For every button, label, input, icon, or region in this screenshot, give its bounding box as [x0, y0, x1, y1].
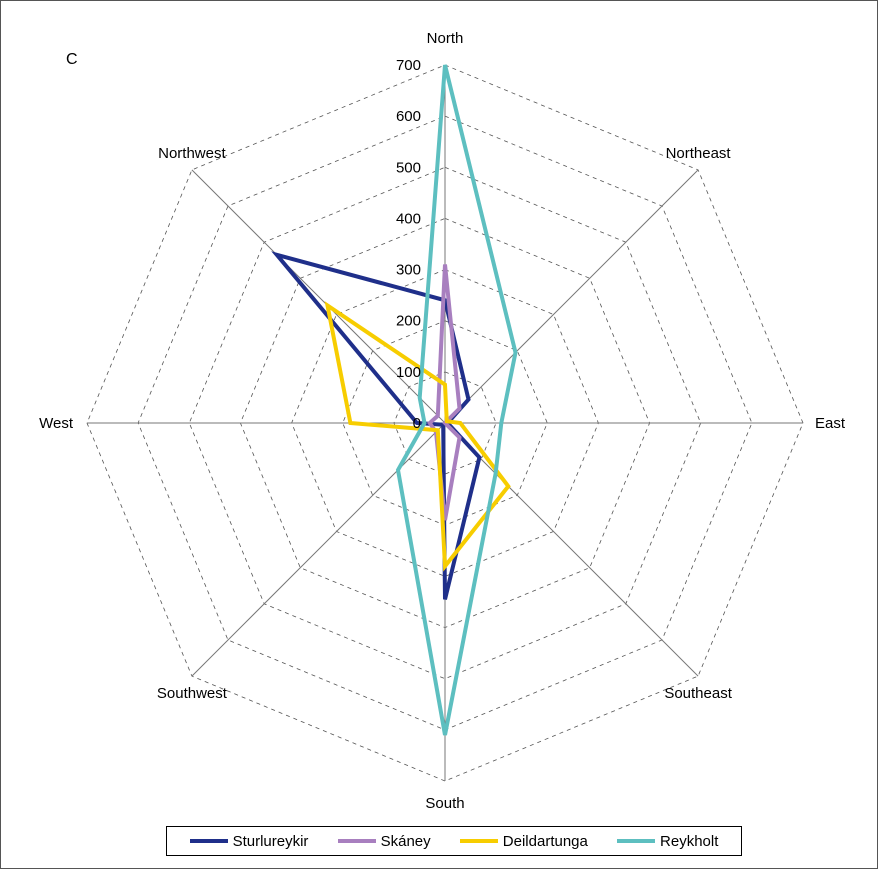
legend-swatch	[459, 839, 498, 843]
series-line	[271, 251, 482, 600]
direction-label: East	[815, 415, 846, 432]
series-line	[395, 64, 518, 736]
tick-label: 300	[396, 262, 421, 279]
axis-spoke	[444, 169, 699, 424]
legend-swatch	[337, 839, 376, 843]
legend: Sturlureykir Skáney Deildartunga Reykholt	[166, 826, 742, 856]
grid-ring	[86, 64, 804, 782]
direction-label: Southwest	[157, 685, 228, 702]
series	[271, 64, 518, 736]
legend-item: Sturlureykir	[189, 832, 309, 850]
direction-label: West	[39, 415, 74, 432]
legend-item: Reykholt	[617, 833, 718, 850]
series-line	[324, 301, 511, 572]
tick-label: 200	[396, 313, 421, 330]
legend-swatch	[189, 839, 228, 843]
legend-label: Deildartunga	[502, 832, 588, 850]
legend-label: Skáney	[380, 832, 431, 850]
direction-labels: North Northeast East Southeast South Southwes…	[39, 30, 846, 812]
tick-label: 100	[396, 364, 421, 381]
legend-item: Deildartunga	[459, 832, 588, 850]
axis-spoke	[444, 422, 699, 677]
tick-label: 0	[413, 415, 421, 432]
series-line	[427, 264, 462, 521]
direction-label: Southeast	[664, 685, 732, 702]
tick-label: 400	[396, 210, 421, 227]
legend-item: Skáney	[337, 832, 431, 850]
direction-label: North	[427, 30, 464, 47]
legend-swatch	[617, 839, 656, 843]
direction-label: South	[425, 795, 464, 812]
panel-label: C	[66, 51, 78, 68]
tick-label: 700	[396, 57, 421, 74]
tick-label: 600	[396, 108, 421, 125]
legend-label: Sturlureykir	[232, 832, 309, 850]
direction-label: Northwest	[158, 145, 226, 162]
axis-spoke	[191, 422, 446, 677]
tick-labels: 0 100 200 300 400 500 600 700	[396, 57, 421, 432]
axis-spoke	[191, 169, 446, 424]
grid-ring	[188, 166, 702, 680]
legend-label: Reykholt	[660, 832, 719, 850]
direction-label: Northeast	[666, 145, 732, 162]
tick-label: 500	[396, 159, 421, 176]
